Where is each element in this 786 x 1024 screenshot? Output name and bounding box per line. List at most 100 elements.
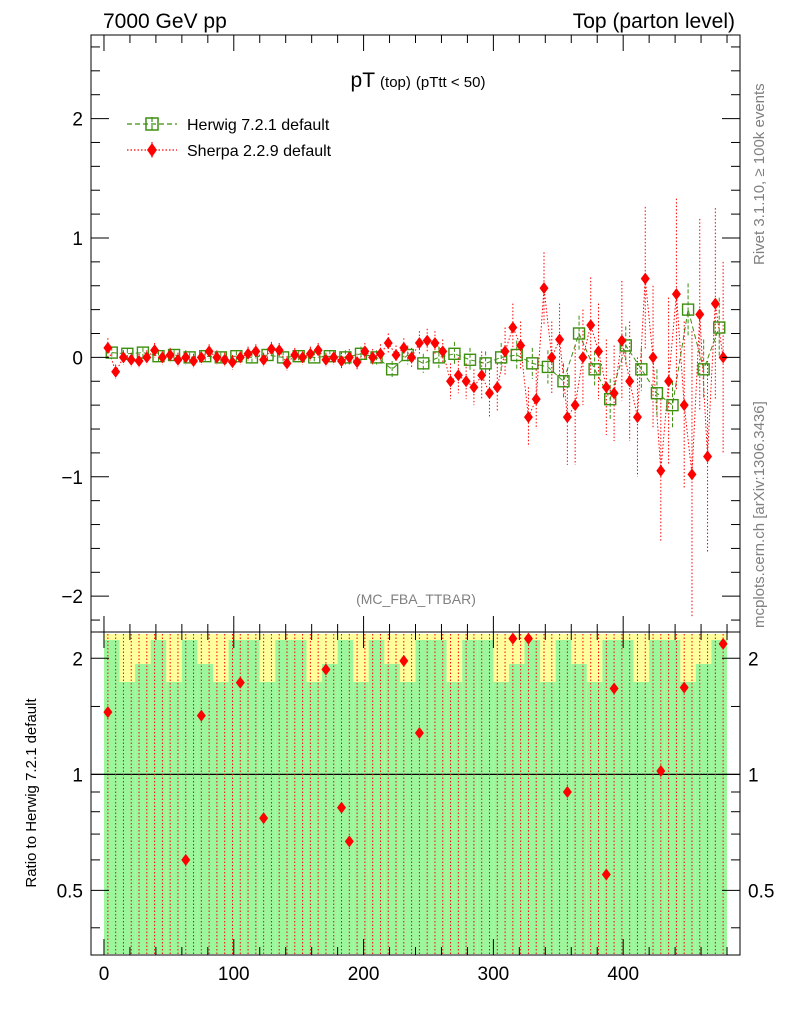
sherpa-point (625, 375, 635, 388)
sherpa-point (126, 353, 136, 366)
sherpa-point (516, 339, 526, 352)
ratio-band-inner (197, 664, 214, 954)
ratio-sherpa-point (656, 765, 666, 778)
ratio-band-inner (244, 640, 260, 954)
ratio-band-inner (540, 682, 556, 954)
main-ytick-label: −1 (61, 468, 83, 489)
ratio-band-inner (446, 682, 463, 954)
legend: Herwig 7.2.1 default Sherpa 2.2.9 defaul… (127, 117, 332, 160)
ratio-band-inner (649, 640, 665, 954)
sherpa-point (337, 354, 347, 367)
title-small: (top) (380, 74, 411, 91)
ratio-band-inner (493, 682, 509, 954)
herwig-point (681, 303, 695, 316)
herwig-point (572, 327, 586, 340)
main-panel: −2 −1 0 1 2 pT (top) (pTtt < 50) (MC_FBA_TTBAR… (61, 34, 741, 633)
sherpa-point (329, 351, 339, 364)
sherpa-point (243, 347, 253, 360)
sherpa-point (103, 341, 113, 354)
header-right: Top (parton level) (573, 10, 735, 33)
sherpa-point (531, 393, 541, 406)
legend-herwig-marker (145, 117, 159, 131)
ratio-xtick-label: 200 (348, 964, 380, 985)
sherpa-point (632, 411, 642, 424)
title-cut: (pTtt < 50) (416, 74, 486, 91)
sherpa-point (344, 351, 354, 364)
title-main: pT (351, 69, 376, 92)
main-title: pT (top) (pTtt < 50) (351, 69, 486, 92)
sherpa-point (656, 464, 666, 477)
sherpa-point (134, 354, 144, 367)
herwig-point (463, 353, 477, 366)
sherpa-point (165, 348, 175, 361)
ratio-sherpa-point (103, 706, 113, 719)
sherpa-point (422, 334, 432, 347)
sherpa-point (461, 375, 471, 388)
ratio-band-inner (213, 682, 229, 954)
ratio-sherpa-point (337, 801, 347, 814)
sherpa-point (601, 381, 611, 394)
sherpa-point (539, 282, 549, 295)
sherpa-point (360, 345, 370, 358)
sherpa-point (555, 333, 565, 346)
ratio-band-inner (135, 664, 151, 954)
sherpa-point (609, 387, 619, 400)
ratio-sherpa-point (523, 632, 533, 645)
sherpa-point (383, 337, 393, 350)
sherpa-point (648, 351, 658, 364)
ratio-band-inner (353, 682, 369, 954)
ratio-band-inner (664, 640, 681, 954)
herwig-point (635, 363, 648, 376)
sherpa-point (407, 351, 417, 364)
ratio-band-inner (477, 640, 494, 954)
ratio-band-inner (290, 640, 307, 954)
ratio-band-inner (680, 682, 696, 954)
ratio-band-inner (119, 682, 136, 954)
sherpa-point (259, 353, 269, 366)
main-ytick-label: 0 (72, 348, 83, 369)
ratio-band-inner (337, 640, 354, 954)
ratio-band-inner (508, 664, 525, 954)
ratio-band-inner (306, 682, 323, 954)
main-axes: −2 −1 0 1 2 (61, 35, 740, 632)
herwig-point (557, 375, 570, 388)
main-ytick-label: 2 (72, 110, 83, 131)
header-left: 7000 GeV pp (103, 10, 227, 33)
ratio-band-inner (633, 682, 650, 954)
ratio-ytick-label: 0.5 (57, 881, 83, 902)
sherpa-point (586, 319, 596, 332)
herwig-point (479, 357, 492, 370)
ratio-sherpa-point (181, 853, 191, 866)
herwig-point (666, 398, 679, 412)
ratio-ytick-label-right: 0.5 (748, 881, 774, 902)
ratio-band-inner (571, 664, 587, 954)
sherpa-point (484, 387, 494, 400)
sherpa-point (282, 357, 292, 370)
analysis-label: (MC_FBA_TTBAR) (356, 591, 476, 607)
sherpa-point (594, 345, 604, 358)
ratio-band-inner (617, 640, 634, 954)
main-ytick-label: −2 (61, 587, 83, 608)
ratio-band-inner (103, 640, 120, 954)
ratio-ylabel: Ratio to Herwig 7.2.1 default (23, 698, 40, 888)
sherpa-point (173, 353, 183, 366)
herwig-point (713, 321, 726, 334)
ratio-sherpa-point (399, 654, 409, 667)
ratio-band-inner (150, 640, 167, 954)
sherpa-point (578, 351, 588, 364)
ratio-sherpa-point (562, 785, 572, 798)
sherpa-point (227, 356, 237, 369)
ratio-sherpa-point (718, 637, 728, 650)
ratio-xtick-label: 400 (607, 964, 639, 985)
ratio-band-inner (275, 640, 291, 954)
herwig-point (417, 357, 430, 370)
sherpa-point (562, 411, 572, 424)
ratio-band-inner (181, 640, 198, 954)
herwig-point (588, 363, 601, 376)
ratio-band-inner (711, 640, 728, 954)
ratio-xtick-label: 100 (218, 964, 250, 985)
sherpa-point (305, 347, 315, 360)
ratio-band-inner (431, 640, 447, 954)
ratio-band-inner (228, 640, 245, 954)
sherpa-point (204, 345, 214, 358)
